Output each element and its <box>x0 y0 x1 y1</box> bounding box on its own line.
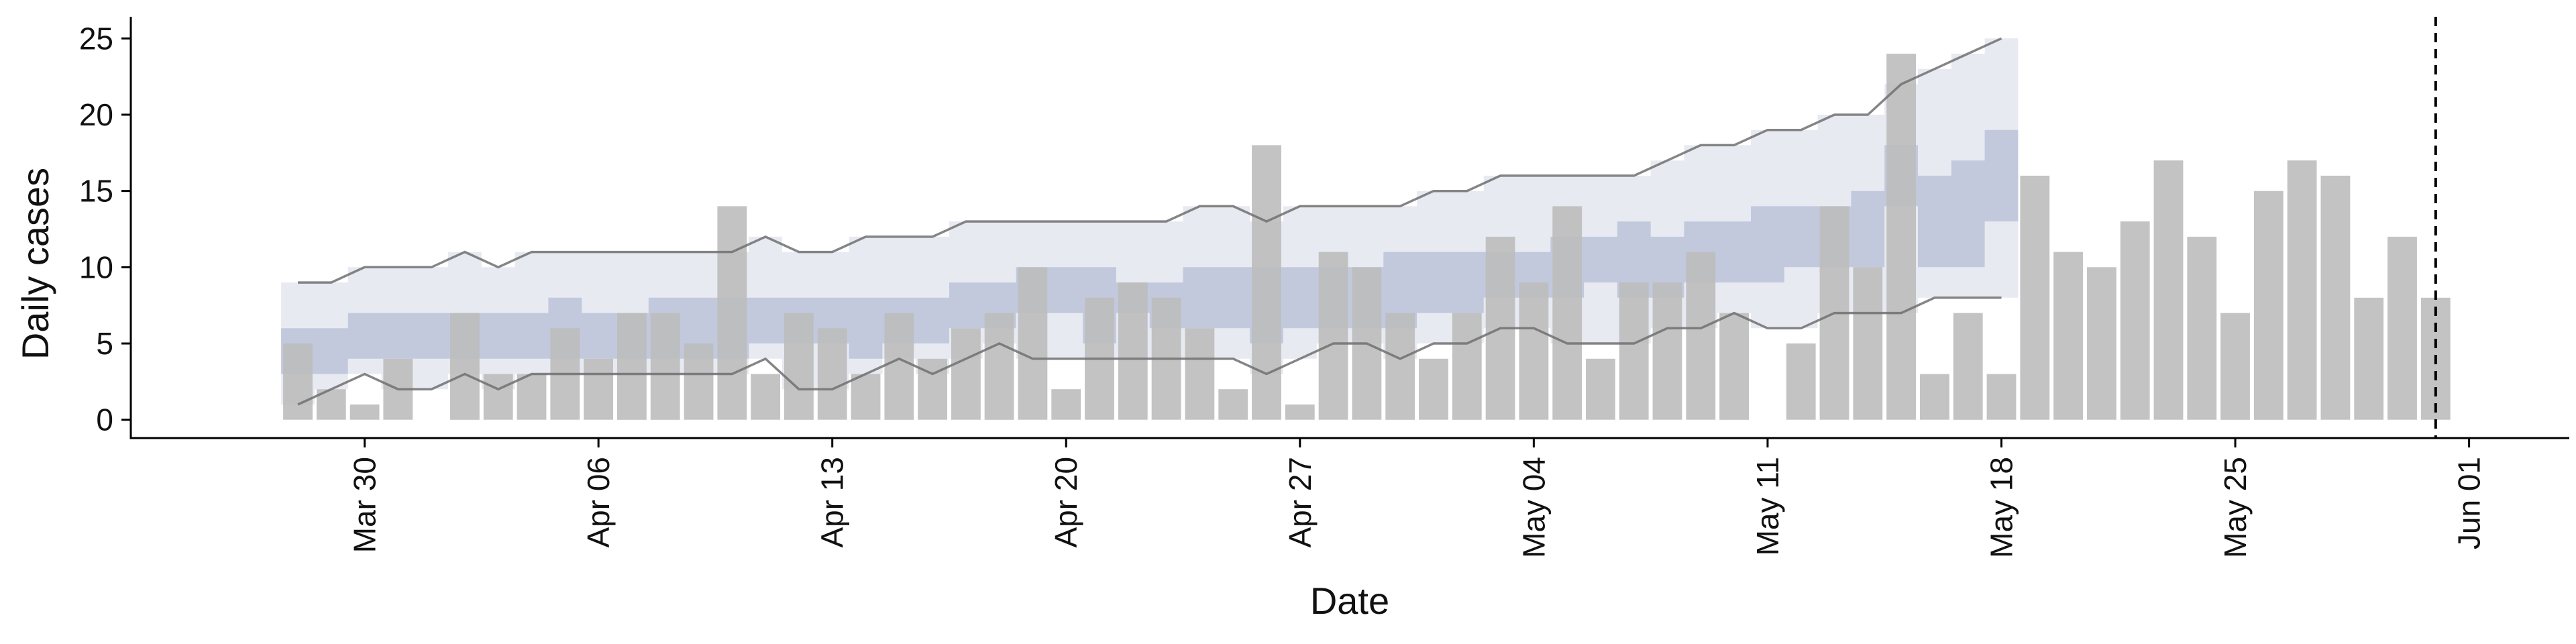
bar-18 <box>884 313 914 420</box>
x-axis-title: Date <box>1310 580 1389 622</box>
bar-50 <box>1953 313 1983 420</box>
bar-6 <box>483 374 513 420</box>
bar-25 <box>1118 282 1148 420</box>
x-tick-label-2020-05-25: May 25 <box>2218 457 2253 558</box>
bar-48 <box>1886 54 1916 420</box>
bar-33 <box>1385 313 1415 420</box>
bar-42 <box>1686 252 1716 420</box>
bar-34 <box>1419 358 1448 420</box>
x-tick-label-2020-05-18: May 18 <box>1984 457 2019 558</box>
bar-49 <box>1920 374 1949 420</box>
bar-30 <box>1285 405 1315 420</box>
bar-0 <box>283 343 313 420</box>
x-tick-label-2020-04-06: Apr 06 <box>581 457 616 548</box>
bar-12 <box>684 343 714 420</box>
y-tick-label-20: 20 <box>79 97 113 132</box>
bar-40 <box>1619 282 1649 420</box>
bar-20 <box>951 328 981 420</box>
y-tick-label-5: 5 <box>96 326 113 361</box>
bar-23 <box>1051 389 1081 420</box>
bar-9 <box>584 358 613 420</box>
bar-52 <box>2020 175 2050 420</box>
x-tick-label-2020-04-13: Apr 13 <box>815 457 850 548</box>
forecast-upper-line <box>298 37 2002 284</box>
bar-35 <box>1452 313 1482 420</box>
bar-5 <box>450 313 480 420</box>
bar-57 <box>2187 236 2217 420</box>
daily-case-bars <box>283 54 2451 420</box>
bar-56 <box>2153 160 2184 420</box>
x-tick-label-2020-05-11: May 11 <box>1750 457 1785 555</box>
bar-62 <box>2354 297 2384 420</box>
axes: 0 5 10 15 20 25 Mar 30 Apr 06 Apr 13 Apr 20 Apr 27… <box>79 17 2569 558</box>
bar-54 <box>2087 267 2116 420</box>
bar-60 <box>2287 160 2317 420</box>
bar-47 <box>1853 267 1883 420</box>
bar-7 <box>517 374 547 420</box>
bar-29 <box>1252 145 1281 420</box>
bar-41 <box>1652 282 1682 420</box>
x-tick-label-2020-04-27: Apr 27 <box>1283 457 1318 548</box>
bar-14 <box>751 374 780 420</box>
bar-38 <box>1552 206 1582 420</box>
x-tick-label-2020-03-30: Mar 30 <box>347 457 382 553</box>
bar-11 <box>650 313 680 420</box>
y-tick-label-25: 25 <box>79 21 113 56</box>
x-tick-label-2020-04-20: Apr 20 <box>1049 457 1083 548</box>
bar-45 <box>1786 343 1816 420</box>
x-tick-label-2020-05-04: May 04 <box>1516 457 1551 558</box>
x-tick-label-2020-06-01: Jun 01 <box>2452 457 2487 549</box>
bar-27 <box>1185 328 1215 420</box>
bar-31 <box>1318 252 1348 420</box>
forecast-lines <box>297 37 2002 406</box>
forecast-inner-band <box>281 129 2019 374</box>
bar-53 <box>2053 252 2083 420</box>
y-tick-label-0: 0 <box>96 402 113 437</box>
bar-37 <box>1519 282 1549 420</box>
bar-19 <box>918 358 947 420</box>
y-tick-label-15: 15 <box>79 174 113 209</box>
bar-55 <box>2120 221 2150 420</box>
bar-58 <box>2220 313 2250 420</box>
bar-63 <box>2387 236 2417 420</box>
bar-22 <box>1018 267 1048 420</box>
bar-15 <box>784 313 814 420</box>
bar-2 <box>350 405 380 420</box>
bar-13 <box>717 206 747 420</box>
y-axis-title: Daily cases <box>14 168 56 360</box>
forecast-lower-line <box>297 297 2002 406</box>
bar-10 <box>617 313 647 420</box>
bar-61 <box>2320 175 2351 420</box>
bar-43 <box>1719 313 1749 420</box>
bar-28 <box>1218 389 1248 420</box>
bar-21 <box>984 313 1014 420</box>
bar-51 <box>1986 374 2017 420</box>
bar-39 <box>1586 358 1615 420</box>
bar-16 <box>817 328 847 420</box>
bar-17 <box>851 374 881 420</box>
bar-59 <box>2253 191 2284 420</box>
y-tick-label-10: 10 <box>79 250 113 284</box>
